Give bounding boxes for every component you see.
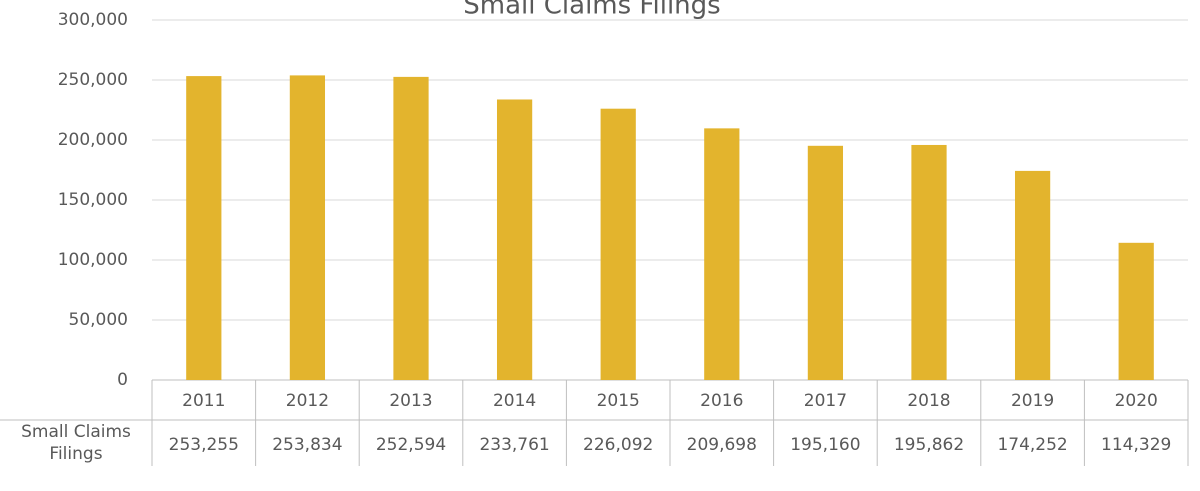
table-value: 252,594 <box>376 435 446 455</box>
table-value: 209,698 <box>687 435 757 455</box>
bar <box>496 99 533 380</box>
table-value: 233,761 <box>479 435 549 455</box>
table-value: 226,092 <box>583 435 653 455</box>
bar <box>186 76 222 381</box>
x-tick-label: 2020 <box>1115 391 1158 411</box>
chart-title: Small Claims Filings <box>463 0 720 21</box>
y-tick-label: 0 <box>117 370 128 390</box>
table-value: 253,834 <box>272 435 342 455</box>
x-tick-label: 2017 <box>804 391 847 411</box>
y-tick-label: 250,000 <box>58 70 128 90</box>
table-value: 253,255 <box>169 435 239 455</box>
x-tick-label: 2019 <box>1011 391 1054 411</box>
table-value: 114,329 <box>1101 435 1171 455</box>
bar <box>911 144 947 380</box>
bar <box>704 128 740 380</box>
y-tick-label: 300,000 <box>58 10 128 30</box>
y-tick-label: 150,000 <box>58 190 128 210</box>
x-tick-label: 2012 <box>286 391 329 411</box>
x-tick-label: 2013 <box>389 391 432 411</box>
x-tick-label: 2011 <box>182 391 225 411</box>
table-value: 195,160 <box>790 435 860 455</box>
table-value: 174,252 <box>997 435 1067 455</box>
y-tick-label: 50,000 <box>69 310 128 330</box>
bar <box>1118 242 1154 380</box>
x-tick-label: 2018 <box>907 391 950 411</box>
x-tick-label: 2015 <box>597 391 640 411</box>
bar <box>289 75 326 380</box>
bar <box>393 76 429 380</box>
x-tick-label: 2014 <box>493 391 536 411</box>
bar <box>600 108 636 380</box>
x-tick-label: 2016 <box>700 391 743 411</box>
bar <box>807 145 844 380</box>
y-tick-label: 200,000 <box>58 130 128 150</box>
table-value: 195,862 <box>894 435 964 455</box>
bar <box>1014 170 1051 380</box>
series-name: Small Claims Filings <box>21 422 131 464</box>
y-tick-label: 100,000 <box>58 250 128 270</box>
